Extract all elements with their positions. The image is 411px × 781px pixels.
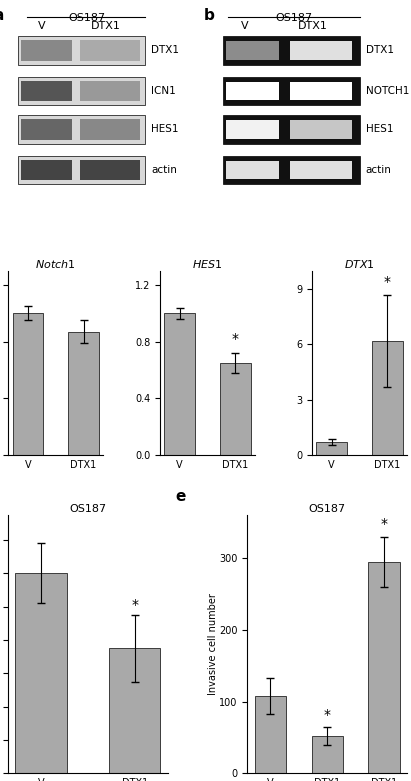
Bar bbox=[316, 442, 347, 455]
Bar bbox=[220, 363, 251, 455]
Bar bbox=[164, 313, 195, 455]
Bar bbox=[372, 341, 403, 455]
Bar bbox=[16, 573, 67, 773]
Bar bbox=[68, 332, 99, 455]
Text: ICN1: ICN1 bbox=[151, 86, 176, 96]
FancyBboxPatch shape bbox=[18, 116, 145, 144]
FancyBboxPatch shape bbox=[80, 119, 140, 140]
FancyBboxPatch shape bbox=[223, 77, 360, 105]
Text: a: a bbox=[0, 8, 4, 23]
Text: DTX1: DTX1 bbox=[151, 45, 179, 55]
Text: b: b bbox=[204, 8, 215, 23]
FancyBboxPatch shape bbox=[290, 120, 352, 138]
Text: *: * bbox=[131, 597, 138, 612]
FancyBboxPatch shape bbox=[18, 36, 145, 65]
FancyBboxPatch shape bbox=[223, 155, 360, 184]
Text: e: e bbox=[175, 490, 186, 505]
FancyBboxPatch shape bbox=[21, 80, 72, 101]
Bar bbox=[255, 696, 286, 773]
Text: OS187: OS187 bbox=[275, 12, 313, 23]
Text: actin: actin bbox=[151, 165, 177, 175]
Text: DTX1: DTX1 bbox=[91, 21, 121, 31]
Text: V: V bbox=[241, 21, 249, 31]
Y-axis label: Invasive cell number: Invasive cell number bbox=[208, 594, 218, 695]
FancyBboxPatch shape bbox=[223, 36, 360, 65]
FancyBboxPatch shape bbox=[223, 116, 360, 144]
FancyBboxPatch shape bbox=[290, 41, 352, 59]
FancyBboxPatch shape bbox=[80, 160, 140, 180]
Text: *: * bbox=[232, 332, 239, 346]
Text: NOTCH1: NOTCH1 bbox=[365, 86, 409, 96]
Text: V: V bbox=[38, 21, 46, 31]
Text: DTX1: DTX1 bbox=[298, 21, 328, 31]
FancyBboxPatch shape bbox=[21, 41, 72, 60]
Bar bbox=[12, 313, 43, 455]
Title: $\it{DTX1}$: $\it{DTX1}$ bbox=[344, 258, 375, 270]
Title: OS187: OS187 bbox=[69, 505, 106, 515]
FancyBboxPatch shape bbox=[80, 41, 140, 60]
FancyBboxPatch shape bbox=[290, 161, 352, 179]
Title: OS187: OS187 bbox=[309, 505, 346, 515]
FancyBboxPatch shape bbox=[21, 160, 72, 180]
Text: *: * bbox=[323, 708, 331, 722]
FancyBboxPatch shape bbox=[18, 77, 145, 105]
FancyBboxPatch shape bbox=[226, 82, 279, 100]
FancyBboxPatch shape bbox=[290, 82, 352, 100]
FancyBboxPatch shape bbox=[21, 119, 72, 140]
Text: *: * bbox=[384, 275, 391, 289]
Text: DTX1: DTX1 bbox=[365, 45, 393, 55]
FancyBboxPatch shape bbox=[80, 80, 140, 101]
Bar bbox=[312, 736, 343, 773]
Text: HES1: HES1 bbox=[365, 124, 393, 134]
FancyBboxPatch shape bbox=[226, 161, 279, 179]
Title: $\it{HES1}$: $\it{HES1}$ bbox=[192, 258, 223, 270]
Text: actin: actin bbox=[365, 165, 391, 175]
Text: *: * bbox=[381, 517, 388, 531]
FancyBboxPatch shape bbox=[226, 41, 279, 59]
Text: HES1: HES1 bbox=[151, 124, 179, 134]
Bar bbox=[368, 562, 399, 773]
Bar bbox=[109, 648, 160, 773]
FancyBboxPatch shape bbox=[18, 155, 145, 184]
Title: $\it{Notch1}$: $\it{Notch1}$ bbox=[35, 258, 76, 270]
FancyBboxPatch shape bbox=[226, 120, 279, 138]
Text: OS187: OS187 bbox=[69, 12, 106, 23]
